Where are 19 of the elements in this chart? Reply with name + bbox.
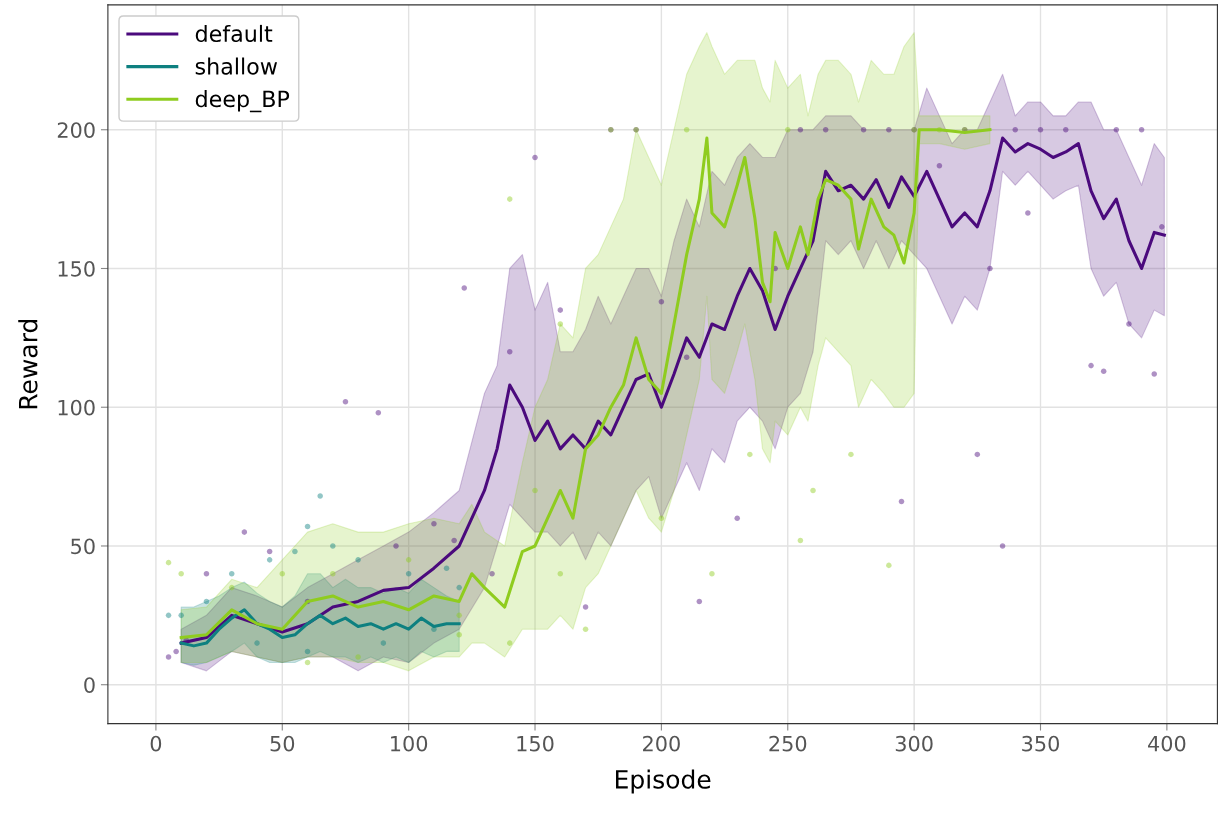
x-tick-label: 100 [391, 735, 428, 752]
y-tick-label: 100 [58, 399, 95, 416]
x-tick-label: 50 [270, 735, 295, 752]
x-tick-label: 350 [1022, 735, 1059, 752]
x-tick-label: 150 [517, 735, 554, 752]
y-axis-title: Reward [18, 319, 38, 409]
x-tick-label: 300 [895, 735, 933, 752]
y-tick-label: 50 [71, 538, 95, 555]
x-tick-label: 0 [150, 735, 162, 752]
y-tick-label: 150 [58, 260, 95, 277]
x-tick-label: 250 [769, 735, 807, 752]
x-tick-label: 400 [1148, 735, 1186, 752]
legend-label: shallow [195, 57, 278, 75]
legend-label: default [195, 24, 273, 43]
y-tick-label: 200 [57, 122, 95, 138]
x-axis-title: Episode [616, 769, 711, 794]
legend-label: deep_BP [195, 90, 290, 113]
y-tick-label: 0 [84, 677, 95, 693]
x-tick-label: 200 [643, 735, 680, 752]
